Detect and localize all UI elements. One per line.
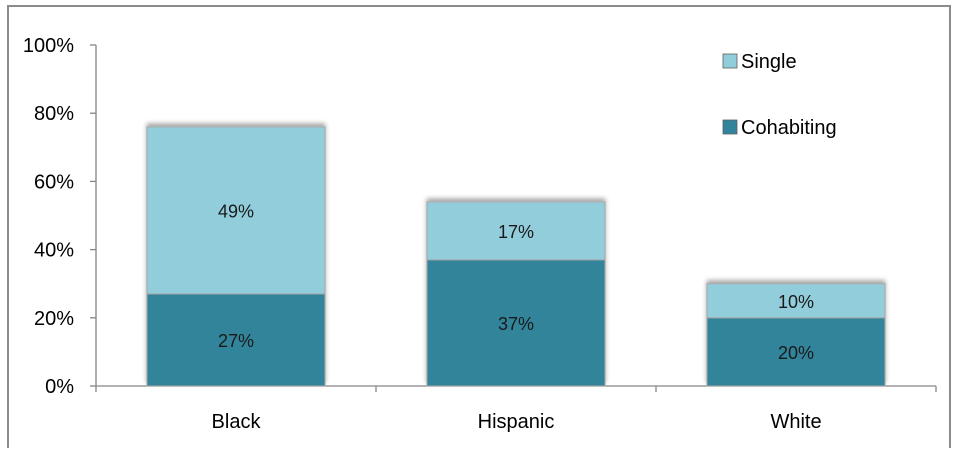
legend-swatch-cohabiting	[722, 119, 738, 135]
x-tick-label: Hispanic	[478, 411, 555, 433]
bar-cohabiting-hispanic	[426, 259, 606, 387]
bar-single-white	[706, 283, 886, 319]
y-tick-label: 0%	[45, 376, 74, 398]
bar-stack	[426, 201, 606, 387]
bar-single-black	[146, 126, 326, 295]
data-label: 27%	[218, 331, 254, 351]
data-label: 17%	[498, 222, 534, 242]
data-labels: 27% 49% 37% 17% 20% 10%	[218, 201, 814, 363]
x-tick-label: White	[770, 411, 821, 433]
y-tick-label: 40%	[34, 240, 74, 262]
legend-swatch-single	[722, 53, 738, 69]
legend-label-cohabiting: Cohabiting	[741, 117, 837, 139]
bar-stack	[146, 126, 326, 387]
data-label: 49%	[218, 201, 254, 221]
y-tick-label: 20%	[34, 308, 74, 330]
data-label: 37%	[498, 314, 534, 334]
legend-label-single: Single	[741, 51, 797, 73]
bar-cohabiting-black	[146, 293, 326, 387]
bar-cohabiting-white	[706, 317, 886, 387]
x-tick-label: Black	[212, 411, 262, 433]
y-tick-label: 60%	[34, 171, 74, 193]
bars	[146, 126, 886, 387]
bar-stack	[706, 283, 886, 387]
legend: Single Cohabiting	[722, 51, 837, 139]
bar-single-hispanic	[426, 201, 606, 261]
data-label: 20%	[778, 343, 814, 363]
y-tick-label: 100%	[23, 35, 74, 57]
data-label: 10%	[778, 292, 814, 312]
y-tick-label: 80%	[34, 103, 74, 125]
